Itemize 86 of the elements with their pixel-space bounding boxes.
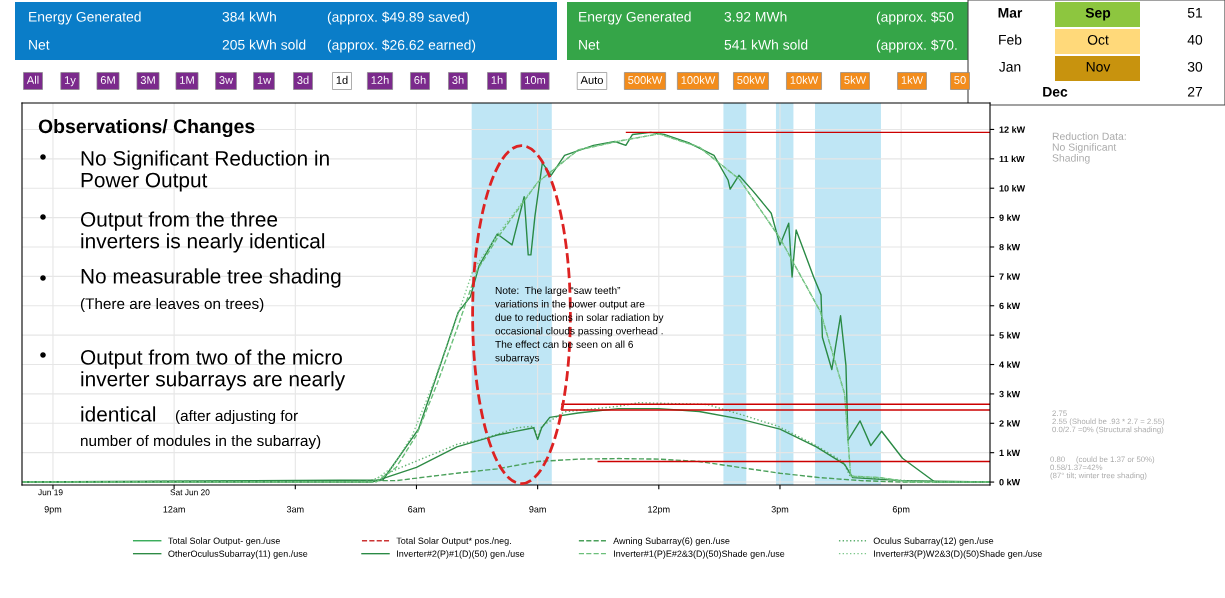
x-tick-label: 12am <box>163 506 185 513</box>
text: Net <box>29 40 50 50</box>
text: 541 kWh sold <box>724 39 808 50</box>
text: Sep <box>1085 7 1111 21</box>
text: Net <box>579 40 600 50</box>
legend-label: Awning Subarray(6) gen./use <box>613 537 730 546</box>
text: Nov <box>1086 62 1111 72</box>
text: 3w <box>219 76 234 84</box>
y-tick-label: 4 kW <box>999 361 1021 368</box>
x-tick-label: 6pm <box>892 506 910 515</box>
text: 1kW <box>901 75 924 84</box>
text: (approx. $50 <box>876 11 954 25</box>
legend-label: Total Solar Output* pos./neg. <box>396 537 511 546</box>
text: 30 <box>1187 61 1203 72</box>
text: 10kW <box>790 75 819 84</box>
x-tick-label: 9am <box>529 506 546 513</box>
text: (approx. $70. <box>876 39 957 53</box>
annotation: Observations/ Changes <box>38 118 255 138</box>
y-tick-label: 2 kW <box>999 420 1021 427</box>
annotation: identical <box>81 406 156 422</box>
legend-label: Inverter#2(P)#1(D)(50) gen./use <box>397 550 525 559</box>
text: 205 kWh sold <box>222 39 306 50</box>
text: Feb <box>999 34 1022 45</box>
y-tick-label: 10 kW <box>999 184 1026 192</box>
text: 27 <box>1187 86 1203 97</box>
y-tick-label: 5 kW <box>999 331 1021 339</box>
text: 10m <box>525 76 546 84</box>
annotation: number of modules in the subarray) <box>81 434 321 450</box>
text: 12h <box>371 75 389 84</box>
y-tick-label: 7 kW <box>999 273 1021 280</box>
legend-label: Oculus Subarray(12) gen./use <box>873 537 994 546</box>
text: 3d <box>297 75 309 84</box>
y-tick-label: 1 kW <box>999 449 1021 456</box>
text: 100kW <box>681 75 716 84</box>
annotation: Output from two of the micro inverter subarrays are nearly <box>80 349 346 391</box>
annotation: Output from the three inverters is nearly identical <box>80 211 325 253</box>
text: 6M <box>100 76 115 84</box>
text: 50kW <box>737 75 766 84</box>
text: (approx. $26.62 earned) <box>327 39 476 53</box>
text: 1y <box>64 76 76 87</box>
text: Dec <box>1043 87 1068 97</box>
x-tick-label: 6am <box>408 506 425 513</box>
text: Reduction Data: No Significant Shading <box>1052 132 1126 164</box>
y-tick-label: 9 kW <box>999 214 1021 221</box>
text: 40 <box>1187 34 1203 45</box>
annotation: No Significant Reduction in Power Output <box>81 150 329 192</box>
text: Auto <box>580 76 603 84</box>
x-tick-label: 9pm <box>44 506 62 515</box>
annotation: (after adjusting for <box>175 409 298 425</box>
text: 1w <box>257 76 272 84</box>
legend-label: Inverter#1(P)E#2&3(D)(50)Shade gen./use <box>614 550 785 559</box>
text: 3.92 MWh <box>724 11 787 22</box>
text: 5kW <box>844 75 867 84</box>
text: Energy Generated <box>29 11 141 25</box>
text: 3M <box>140 76 155 84</box>
y-tick-label: 3 kW <box>999 390 1021 398</box>
text: 384 kWh <box>222 11 276 22</box>
text: 6h <box>414 75 426 84</box>
text: 1h <box>491 75 503 84</box>
text: 3h <box>452 75 464 84</box>
text: (approx. $49.89 saved) <box>327 11 469 25</box>
y-tick-label: 6 kW <box>999 302 1021 310</box>
text: 500kW <box>628 75 663 84</box>
text: 1M <box>180 76 194 84</box>
legend-label: Inverter#3(P)W2&3(D)(50)Shade gen./use <box>874 550 1042 559</box>
y-tick-label: 12 kW <box>999 126 1026 133</box>
text: 1d <box>336 75 348 84</box>
text: Energy Generated <box>579 11 691 25</box>
text: Sat Jun 20 <box>170 489 210 496</box>
text: 51 <box>1187 8 1203 18</box>
text: Jun 19 <box>38 489 63 496</box>
y-tick-label: 8 kW <box>999 243 1021 251</box>
annotation: No measurable tree shading <box>81 268 341 288</box>
legend-label: OtherOculusSubarray(11) gen./use <box>168 550 308 559</box>
annotation: (There are leaves on trees) <box>80 297 264 313</box>
text: All <box>26 75 39 84</box>
x-tick-label: 12pm <box>648 506 670 515</box>
text: 50 <box>954 76 966 84</box>
legend-label: Total Solar Output- gen./use <box>168 537 280 546</box>
y-tick-label: 0 kW <box>999 478 1021 486</box>
text: Jan <box>999 62 1021 72</box>
y-tick-label: 11 kW <box>999 155 1025 163</box>
x-tick-label: 3am <box>286 506 304 513</box>
x-tick-label: 3pm <box>771 506 789 515</box>
text: Mar <box>998 8 1023 18</box>
text: Oct <box>1087 34 1109 45</box>
